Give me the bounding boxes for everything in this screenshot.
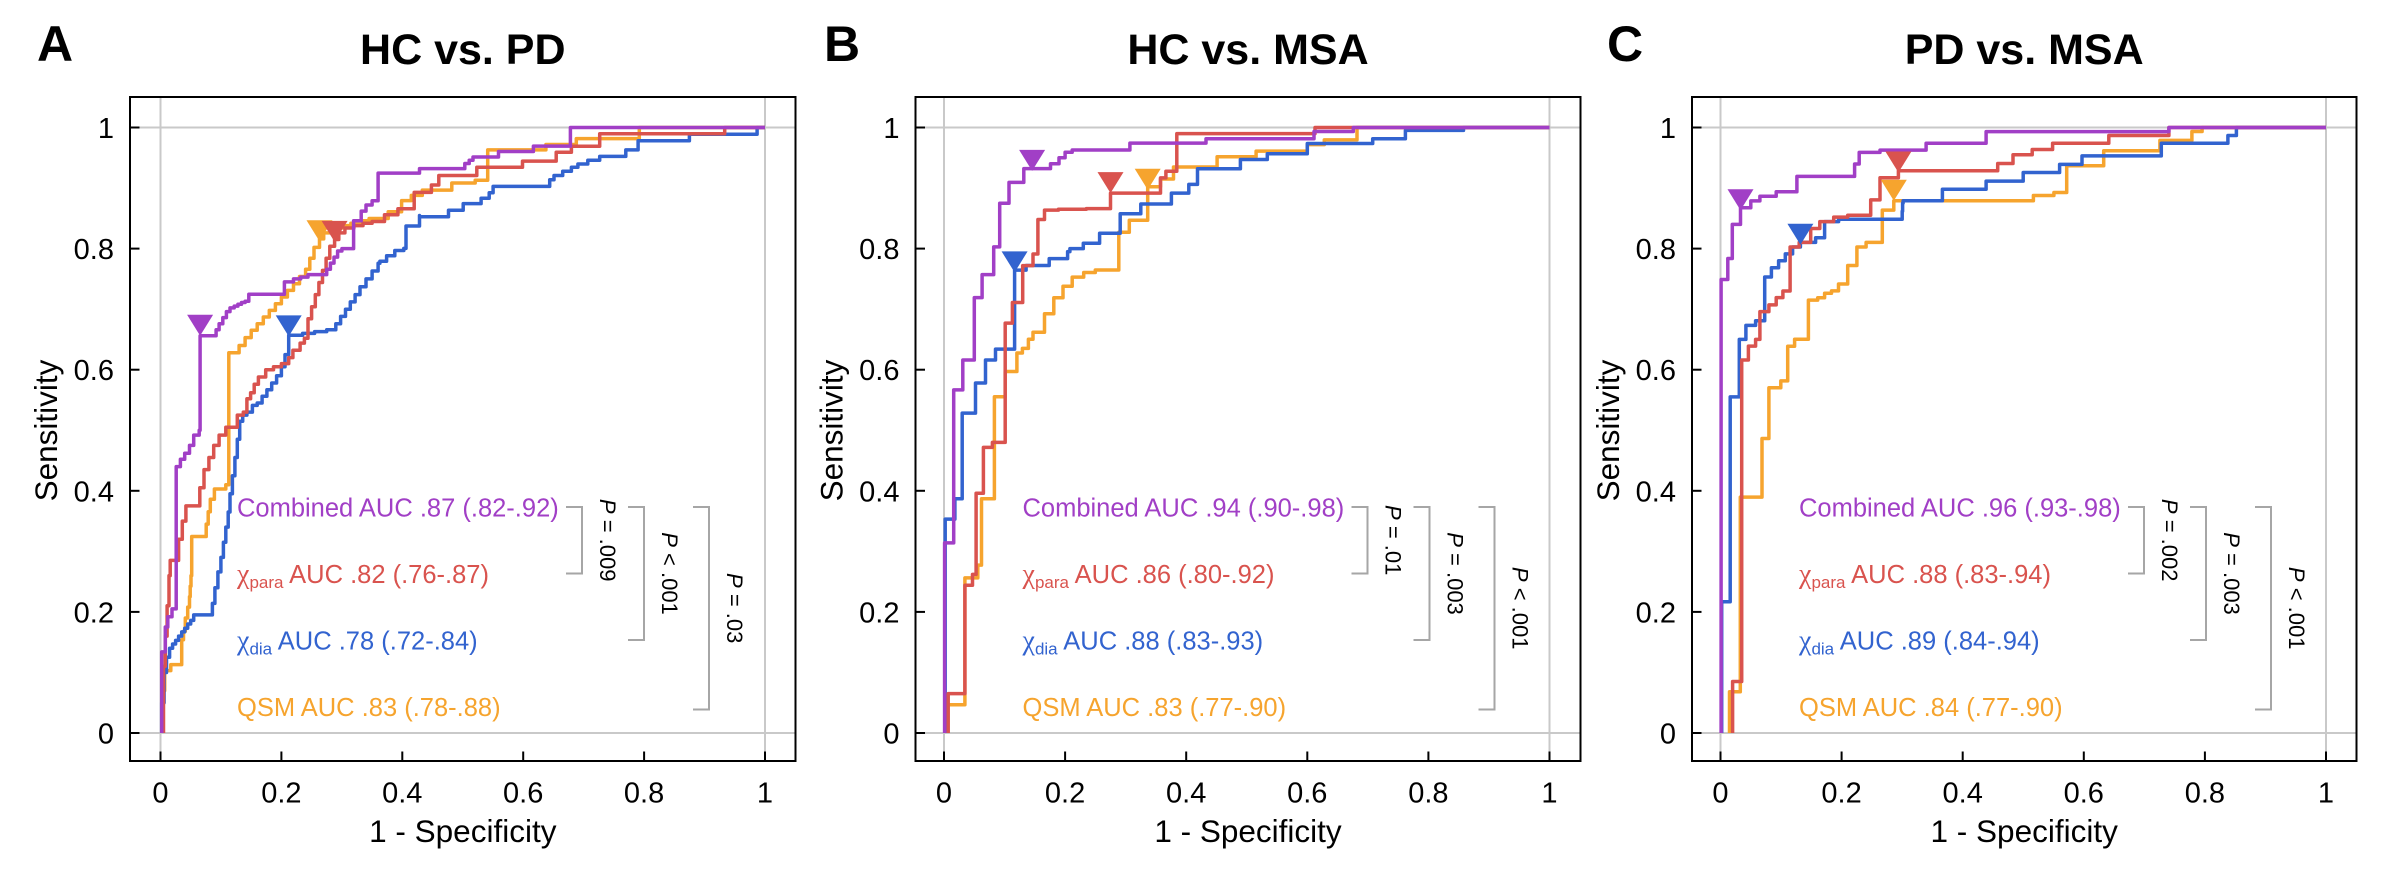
svg-text:A: A [37, 16, 73, 72]
svg-text:1: 1 [1660, 113, 1676, 145]
svg-text:P = .002: P = .002 [2157, 499, 2182, 582]
svg-text:0.2: 0.2 [74, 597, 114, 629]
svg-text:Combined AUC .87 (.82-.92): Combined AUC .87 (.82-.92) [237, 495, 559, 523]
svg-text:0.8: 0.8 [74, 234, 114, 266]
svg-text:0: 0 [883, 719, 899, 751]
svg-text:0.2: 0.2 [1045, 778, 1085, 810]
svg-text:HC vs. MSA: HC vs. MSA [1127, 26, 1368, 74]
svg-text:Combined AUC .94 (.90-.98): Combined AUC .94 (.90-.98) [1023, 495, 1345, 523]
svg-text:1: 1 [757, 778, 773, 810]
svg-text:0: 0 [152, 778, 168, 810]
svg-text:0: 0 [936, 778, 952, 810]
svg-text:0.4: 0.4 [859, 476, 899, 508]
svg-text:0.4: 0.4 [74, 476, 114, 508]
svg-text:1: 1 [98, 113, 114, 145]
svg-text:1 - Specificity: 1 - Specificity [1154, 813, 1342, 849]
svg-text:0.4: 0.4 [1943, 778, 1983, 810]
svg-text:C: C [1607, 16, 1643, 72]
svg-text:P = .003: P = .003 [2219, 532, 2244, 615]
svg-text:0.2: 0.2 [1821, 778, 1861, 810]
svg-text:χdia AUC .78 (.72-.84): χdia AUC .78 (.72-.84) [236, 626, 478, 659]
svg-text:B: B [824, 16, 860, 72]
svg-text:0.8: 0.8 [1636, 234, 1676, 266]
svg-text:HC vs. PD: HC vs. PD [360, 26, 566, 74]
svg-text:QSM AUC .83 (.77-.90): QSM AUC .83 (.77-.90) [1023, 694, 1287, 722]
svg-text:0.6: 0.6 [1287, 778, 1327, 810]
svg-text:Sensitivity: Sensitivity [814, 359, 850, 501]
svg-text:χdia AUC .89 (.84-.94): χdia AUC .89 (.84-.94) [1798, 626, 2040, 659]
svg-text:0: 0 [1712, 778, 1728, 810]
svg-text:0.8: 0.8 [1408, 778, 1448, 810]
svg-text:0.2: 0.2 [1636, 597, 1676, 629]
svg-text:Sensitivity: Sensitivity [1590, 359, 1626, 501]
svg-text:0.4: 0.4 [1636, 476, 1676, 508]
svg-text:Combined AUC .96 (.93-.98): Combined AUC .96 (.93-.98) [1799, 495, 2121, 523]
svg-text:QSM AUC .84 (.77-.90): QSM AUC .84 (.77-.90) [1799, 694, 2063, 722]
svg-text:0.6: 0.6 [1636, 355, 1676, 387]
svg-text:0.2: 0.2 [859, 597, 899, 629]
svg-text:χpara AUC .82 (.76-.87): χpara AUC .82 (.76-.87) [236, 559, 489, 592]
svg-text:QSM AUC .83 (.78-.88): QSM AUC .83 (.78-.88) [237, 694, 501, 722]
svg-text:0: 0 [1660, 719, 1676, 751]
svg-text:χpara AUC .86 (.80-.92): χpara AUC .86 (.80-.92) [1022, 559, 1275, 592]
svg-text:1: 1 [2318, 778, 2334, 810]
svg-text:0.8: 0.8 [624, 778, 664, 810]
svg-text:χdia AUC .88 (.83-.93): χdia AUC .88 (.83-.93) [1022, 626, 1264, 659]
svg-text:P = .009: P = .009 [595, 499, 620, 582]
svg-text:0.8: 0.8 [2185, 778, 2225, 810]
svg-text:0.6: 0.6 [503, 778, 543, 810]
svg-text:0.2: 0.2 [261, 778, 301, 810]
svg-text:P = .01: P = .01 [1381, 505, 1406, 575]
svg-text:0: 0 [98, 719, 114, 751]
svg-text:PD vs. MSA: PD vs. MSA [1905, 26, 2144, 74]
svg-text:1: 1 [883, 113, 899, 145]
svg-text:P < .001: P < .001 [1508, 567, 1533, 650]
svg-text:0.8: 0.8 [859, 234, 899, 266]
svg-text:0.4: 0.4 [1166, 778, 1206, 810]
svg-text:0.6: 0.6 [2064, 778, 2104, 810]
svg-text:P = .03: P = .03 [722, 573, 747, 643]
svg-text:P = .003: P = .003 [1443, 532, 1468, 615]
svg-text:χpara AUC .88 (.83-.94): χpara AUC .88 (.83-.94) [1798, 559, 2051, 592]
svg-text:1: 1 [1541, 778, 1557, 810]
svg-text:0.6: 0.6 [74, 355, 114, 387]
svg-text:P < .001: P < .001 [2284, 567, 2309, 650]
svg-text:P < .001: P < .001 [657, 532, 682, 615]
svg-text:Sensitivity: Sensitivity [28, 359, 64, 501]
svg-text:1 - Specificity: 1 - Specificity [369, 813, 557, 849]
svg-text:0.6: 0.6 [859, 355, 899, 387]
svg-text:1 - Specificity: 1 - Specificity [1931, 813, 2119, 849]
svg-text:0.4: 0.4 [382, 778, 422, 810]
